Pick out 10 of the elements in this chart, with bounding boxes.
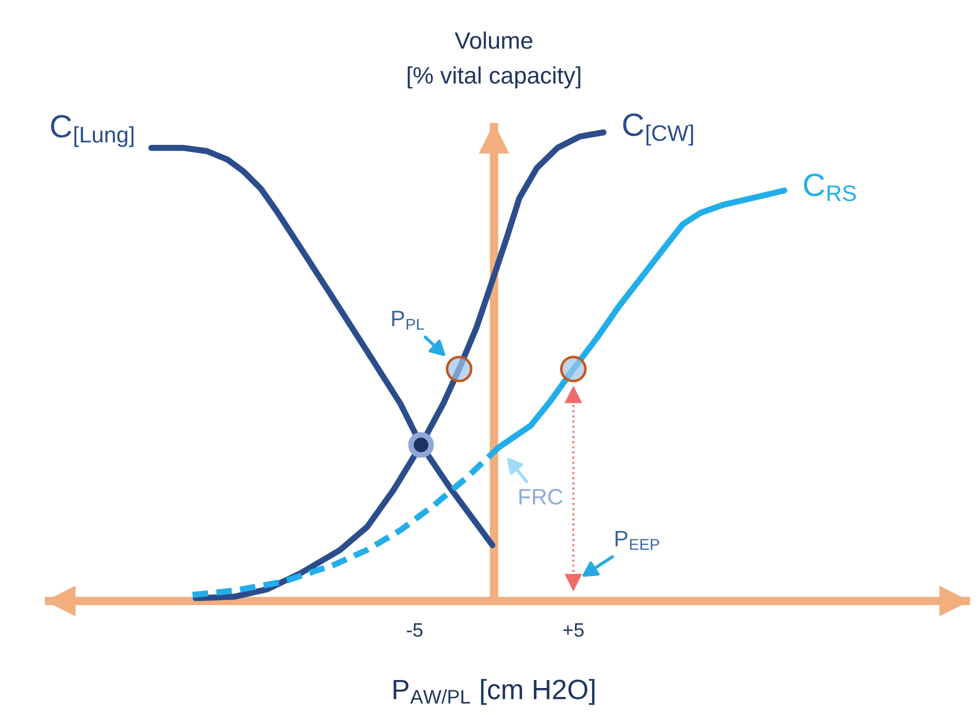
annotation: P$_{EEP}$: [616, 531, 660, 550]
x-axis-title: P$_{AW/PL}$ [cm H2O]: [394, 678, 594, 705]
x-tick-label: +5: [563, 623, 584, 637]
annotation: FRC: [519, 488, 562, 505]
x-tick-label: -5: [406, 623, 423, 637]
y-axis-title: Volume [% vital capacity]: [408, 32, 580, 88]
annotation: P$_{PL}$: [392, 310, 424, 330]
series-label: C$_{RS}$: [804, 174, 856, 202]
series-label: C$_{[CW]}$: [623, 113, 693, 146]
series-label: C$_{[Lung]}$: [51, 115, 134, 148]
